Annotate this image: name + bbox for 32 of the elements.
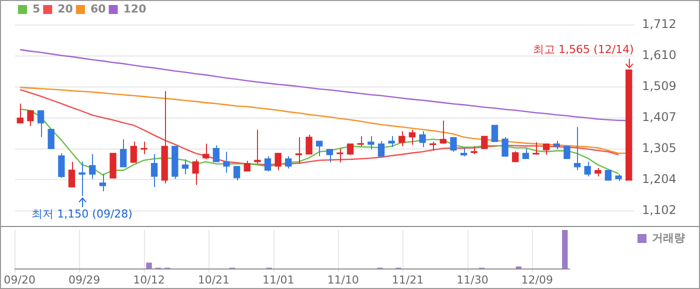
candlestick	[564, 146, 570, 160]
y-tick-label: 1,610	[642, 48, 676, 62]
x-tick-label: 11/30	[456, 273, 488, 286]
candlestick	[604, 170, 612, 181]
candlestick	[388, 136, 395, 148]
x-tick-label: 10/12	[133, 273, 165, 286]
bar	[562, 230, 568, 269]
candlestick	[110, 152, 116, 179]
y-tick-label: 1,102	[642, 202, 676, 217]
y-tick-label: 1,204	[642, 172, 676, 186]
legend-label: 120	[123, 2, 147, 16]
annotation: 최저 1,150 (09/28)	[32, 208, 132, 221]
annotation: 최고 1,565 (12/14)	[533, 43, 634, 56]
y-tick-label: 1,509	[642, 78, 676, 93]
legend-label: 20	[58, 2, 74, 16]
y-tick-label: 1,407	[642, 110, 676, 124]
x-tick-label: 11/01	[262, 273, 294, 286]
x-tick-label: 11/10	[327, 273, 359, 286]
x-tick-label: 11/21	[392, 273, 424, 286]
bar	[146, 262, 152, 269]
candlestick	[27, 110, 34, 127]
candlestick	[502, 136, 508, 157]
legend-label: 거래량	[652, 231, 685, 244]
y-tick-label: 1,712	[642, 17, 676, 32]
candlestick	[450, 136, 457, 152]
x-tick-label: 10/21	[198, 273, 230, 286]
y-tick-label: 1,305	[642, 141, 676, 156]
legend-label: 5	[32, 2, 40, 16]
x-tick-label: 09/29	[68, 273, 100, 286]
x-tick-label: 12/09	[521, 273, 554, 286]
x-tick-label: 09/20	[4, 273, 36, 286]
legend-label: 60	[90, 2, 106, 16]
